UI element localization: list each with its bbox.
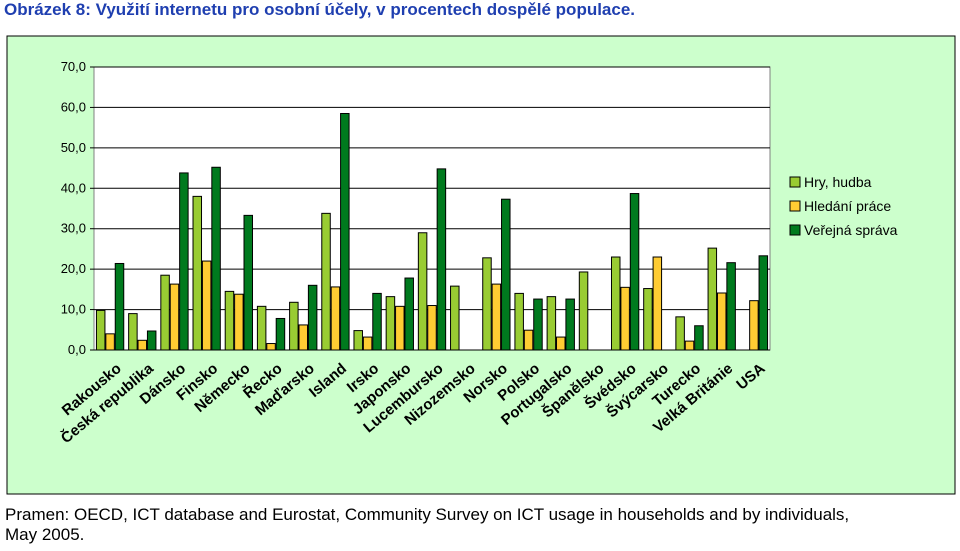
- y-tick-label: 0,0: [68, 342, 86, 357]
- bar-0-3: [192, 195, 203, 351]
- bar-2-7: [340, 112, 350, 351]
- bar-2-5: [275, 317, 286, 351]
- bar-2-2: [179, 172, 189, 351]
- bar-1-0: [105, 333, 115, 351]
- bar-2-0: [114, 262, 125, 351]
- legend-swatch: [789, 224, 801, 236]
- bar-1-9: [395, 305, 405, 351]
- bar-1-17: [652, 256, 663, 351]
- bar-1-13: [523, 329, 534, 351]
- bars: [95, 112, 769, 351]
- bar-0-8: [353, 330, 363, 351]
- source-line-2: May 2005.: [5, 525, 85, 544]
- bar-0-6: [289, 301, 299, 351]
- bar-1-4: [234, 293, 244, 351]
- y-axis-ticks: 0,0 10,0 20,0 30,0 40,0 50,0 60,0 70,0: [61, 59, 94, 357]
- y-tick-label: 10,0: [61, 302, 86, 317]
- legend-swatch: [789, 176, 801, 188]
- bar-1-10: [427, 305, 437, 351]
- bar-2-12: [501, 198, 511, 351]
- bar-2-4: [243, 214, 254, 351]
- bar-0-5: [256, 305, 267, 351]
- bar-2-6: [307, 284, 318, 351]
- bar-0-13: [514, 292, 524, 351]
- bar-2-1: [146, 330, 157, 351]
- bar-2-18: [694, 325, 704, 351]
- bar-1-8: [362, 336, 373, 351]
- bar-2-20: [758, 255, 769, 351]
- y-tick-label: 20,0: [61, 261, 86, 276]
- y-tick-label: 60,0: [61, 99, 86, 114]
- bar-1-6: [298, 324, 308, 351]
- bar-1-3: [201, 260, 212, 351]
- figure-title: Obrázek 8: Využití internetu pro osobní …: [4, 0, 636, 19]
- bar-0-14: [546, 296, 557, 351]
- bar-0-0: [95, 309, 106, 351]
- y-tick-label: 30,0: [61, 221, 86, 236]
- bar-0-15: [578, 271, 589, 351]
- source-line-1: Pramen: OECD, ICT database and Eurostat,…: [5, 505, 850, 524]
- bar-0-1: [128, 313, 138, 351]
- bar-0-18: [675, 316, 685, 351]
- bar-1-12: [491, 283, 502, 351]
- bar-1-14: [556, 336, 566, 351]
- legend: Hry, hudba Hledání práce Veřejná správa: [789, 174, 898, 238]
- bar-2-10: [436, 168, 447, 351]
- bar-0-16: [610, 256, 621, 351]
- bar-2-14: [565, 298, 575, 351]
- bar-2-13: [533, 298, 543, 351]
- bar-1-2: [169, 283, 180, 351]
- bar-0-9: [385, 296, 396, 351]
- bar-chart: 0,010,020,030,040,050,060,070,0 Rakousko…: [6, 35, 956, 495]
- bar-0-12: [482, 257, 492, 351]
- bar-0-2: [160, 274, 170, 351]
- bar-2-9: [404, 277, 414, 351]
- bar-2-3: [211, 166, 221, 351]
- legend-swatch: [789, 200, 801, 212]
- bar-2-19: [726, 262, 736, 351]
- y-tick-label: 40,0: [61, 180, 86, 195]
- legend-label: Hledání práce: [804, 198, 891, 214]
- bar-0-7: [321, 212, 331, 351]
- legend-label: Hry, hudba: [804, 174, 872, 190]
- bar-1-18: [684, 340, 695, 351]
- source-note: Pramen: OECD, ICT database and Eurostat,…: [5, 505, 960, 545]
- bar-0-11: [450, 285, 460, 351]
- bar-1-1: [137, 339, 148, 351]
- bar-1-20: [749, 300, 759, 351]
- bar-2-8: [372, 292, 382, 351]
- bar-1-5: [266, 343, 276, 351]
- bar-0-10: [417, 232, 428, 351]
- bar-0-19: [707, 247, 718, 351]
- bar-0-17: [643, 288, 653, 351]
- chart-container: 0,0 10,0 20,0 30,0 40,0 50,0 60,0 70,0 Rakousko…: [6, 35, 956, 495]
- bar-2-16: [629, 193, 640, 351]
- y-tick-label: 50,0: [61, 140, 86, 155]
- y-tick-label: 70,0: [61, 59, 86, 74]
- bar-1-16: [620, 286, 630, 351]
- bar-1-19: [716, 292, 727, 351]
- bar-1-7: [330, 286, 341, 351]
- legend-label: Veřejná správa: [804, 222, 898, 238]
- bar-0-4: [224, 290, 235, 351]
